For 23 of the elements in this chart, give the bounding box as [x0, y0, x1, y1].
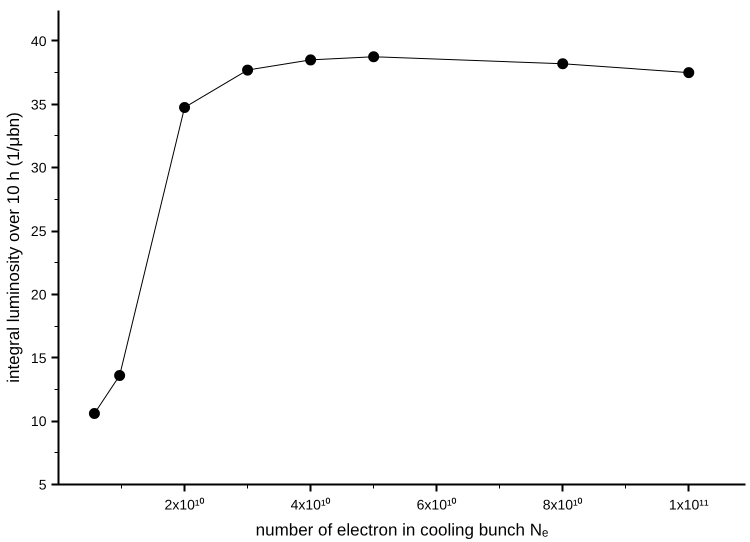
y-tick-label: 30 [30, 160, 47, 176]
x-tick-label: 6x10¹⁰ [416, 496, 457, 512]
y-tick-label: 15 [30, 350, 47, 366]
x-tick-label: 4x10¹⁰ [290, 496, 331, 512]
x-tick-label: 1x10¹¹ [668, 496, 709, 512]
point [683, 67, 694, 78]
y-tick-label: 40 [30, 32, 47, 49]
point [88, 408, 100, 420]
point [368, 51, 380, 62]
x-axis-title: number of electron in cooling bunch Nₑ [256, 520, 548, 540]
point [557, 58, 568, 70]
y-tick-label: 10 [30, 413, 47, 430]
point [114, 370, 126, 381]
point [179, 102, 190, 113]
point [242, 64, 254, 76]
y-tick-label: 35 [30, 96, 47, 112]
y-axis-title: integral luminosity over 10 h (1/μbn) [4, 112, 23, 383]
x-tick-label: 2x10¹⁰ [164, 496, 205, 512]
y-tick-label: 25 [30, 223, 47, 240]
x-tick-label: 8x10¹⁰ [542, 496, 583, 512]
y-tick-label: 5 [38, 476, 47, 492]
point [305, 54, 316, 66]
y-tick-label: 20 [30, 286, 47, 302]
